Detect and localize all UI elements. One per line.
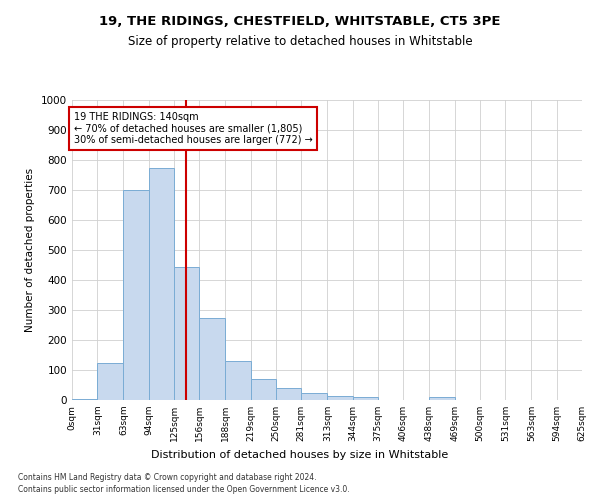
Bar: [124, 190, 149, 400]
Bar: [226, 361, 251, 400]
Y-axis label: Number of detached properties: Number of detached properties: [25, 168, 35, 332]
Bar: [251, 379, 276, 400]
Text: Contains public sector information licensed under the Open Government Licence v3: Contains public sector information licen…: [18, 485, 350, 494]
Bar: [353, 397, 378, 400]
Text: Distribution of detached houses by size in Whitstable: Distribution of detached houses by size …: [151, 450, 449, 460]
Text: Size of property relative to detached houses in Whitstable: Size of property relative to detached ho…: [128, 35, 472, 48]
Bar: [199, 318, 226, 400]
Bar: [174, 266, 199, 400]
Bar: [430, 397, 455, 400]
Bar: [149, 168, 174, 400]
Bar: [276, 388, 301, 400]
Bar: [72, 398, 97, 400]
Bar: [301, 392, 328, 400]
Bar: [97, 362, 124, 400]
Text: 19 THE RIDINGS: 140sqm
← 70% of detached houses are smaller (1,805)
30% of semi-: 19 THE RIDINGS: 140sqm ← 70% of detached…: [74, 112, 313, 145]
Text: 19, THE RIDINGS, CHESTFIELD, WHITSTABLE, CT5 3PE: 19, THE RIDINGS, CHESTFIELD, WHITSTABLE,…: [99, 15, 501, 28]
Text: Contains HM Land Registry data © Crown copyright and database right 2024.: Contains HM Land Registry data © Crown c…: [18, 472, 317, 482]
Bar: [328, 396, 353, 400]
